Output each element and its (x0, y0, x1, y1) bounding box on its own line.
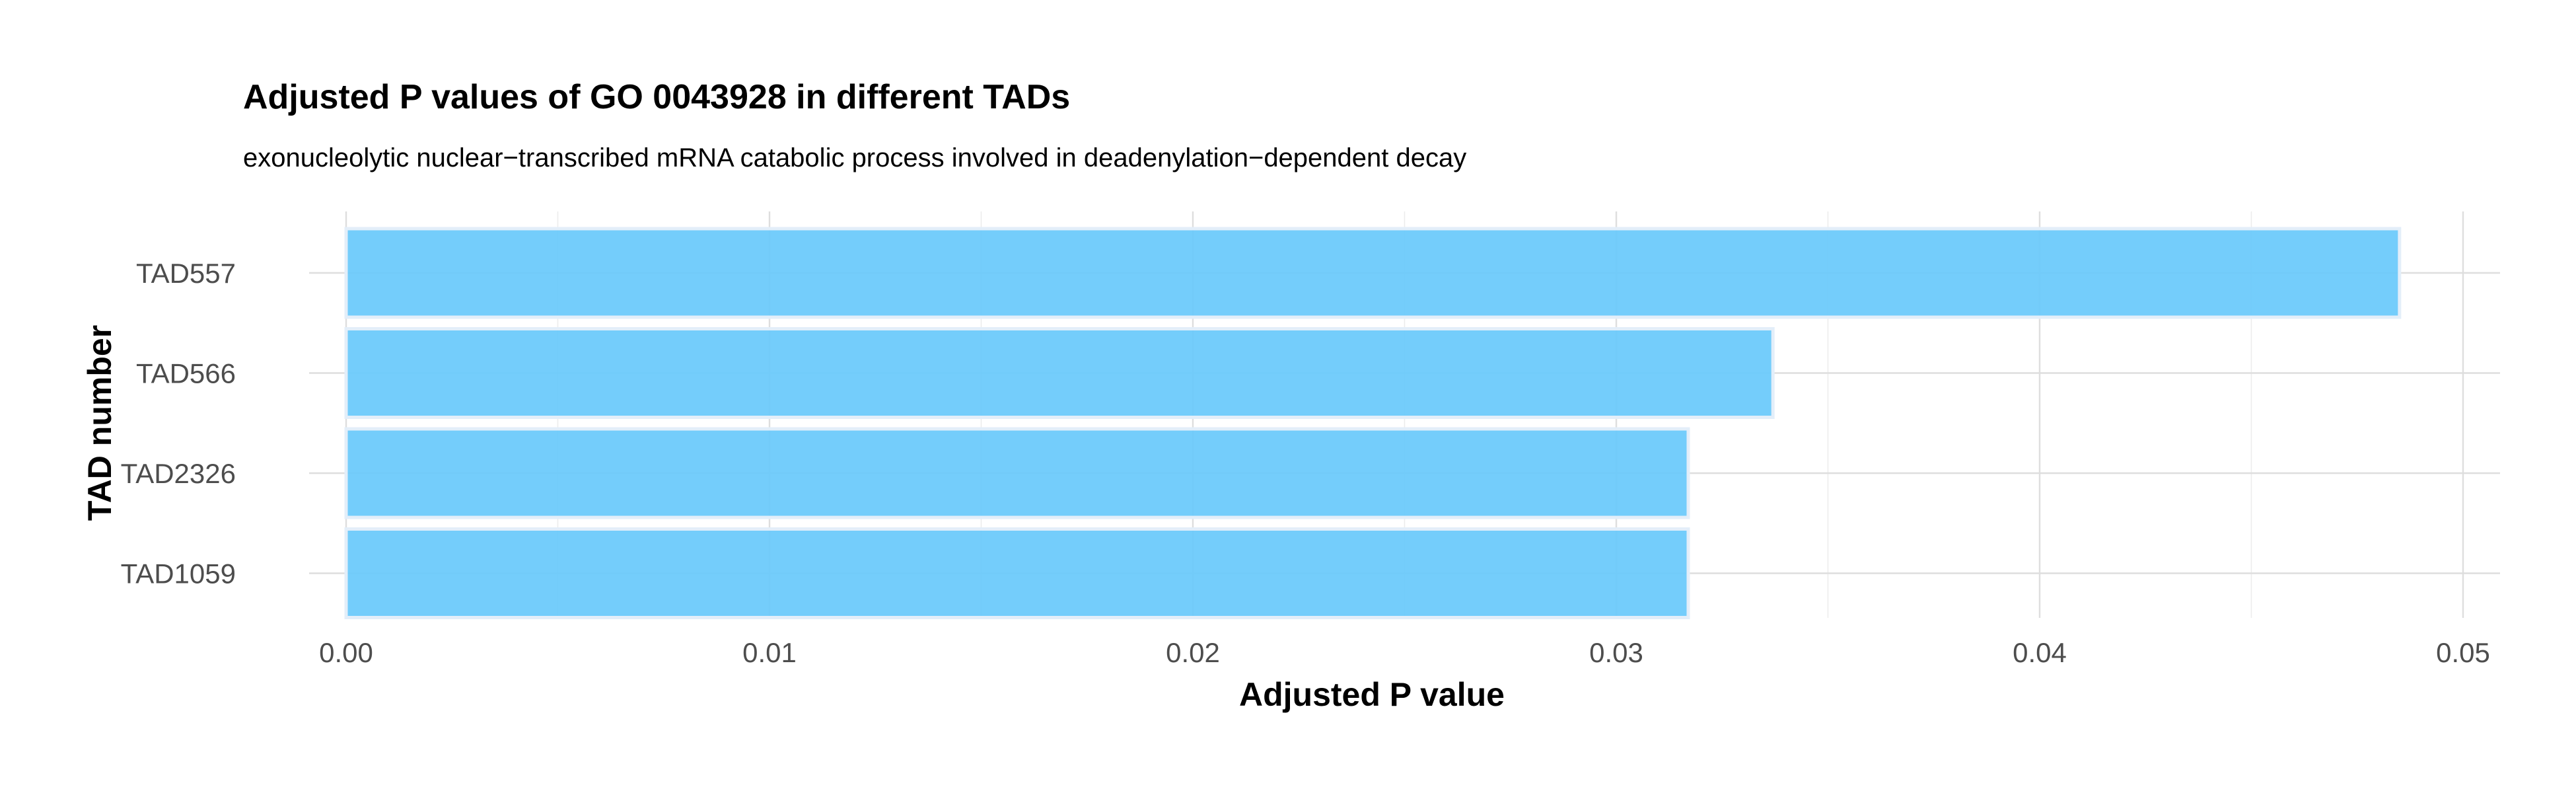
bar-tad2326 (344, 427, 1690, 519)
y-tick-label: TAD557 (136, 258, 236, 289)
x-axis-ticks: 0.00 0.01 0.02 0.03 0.04 0.05 (319, 637, 2490, 668)
x-tick-label: 0.04 (2013, 637, 2067, 668)
x-tick-label: 0.05 (2436, 637, 2490, 668)
y-axis-ticks: TAD557 TAD566 TAD2326 TAD1059 (121, 258, 236, 589)
y-tick-label: TAD1059 (121, 558, 236, 589)
bar-tad566 (344, 327, 1775, 419)
x-axis-title: Adjusted P value (1239, 676, 1505, 713)
y-axis-title: TAD number (81, 325, 118, 521)
bars (344, 227, 2402, 619)
chart-title: Adjusted P values of GO 0043928 in diffe… (243, 78, 1070, 116)
bar-tad1059 (344, 527, 1690, 619)
x-tick-label: 0.01 (742, 637, 797, 668)
x-tick-label: 0.00 (319, 637, 373, 668)
chart-subtitle: exonucleolytic nuclear−transcribed mRNA … (243, 143, 1466, 172)
x-tick-label: 0.02 (1166, 637, 1220, 668)
y-tick-label: TAD2326 (121, 458, 236, 489)
bar-tad557 (344, 227, 2402, 319)
x-tick-label: 0.03 (1589, 637, 1643, 668)
y-tick-label: TAD566 (136, 358, 236, 389)
